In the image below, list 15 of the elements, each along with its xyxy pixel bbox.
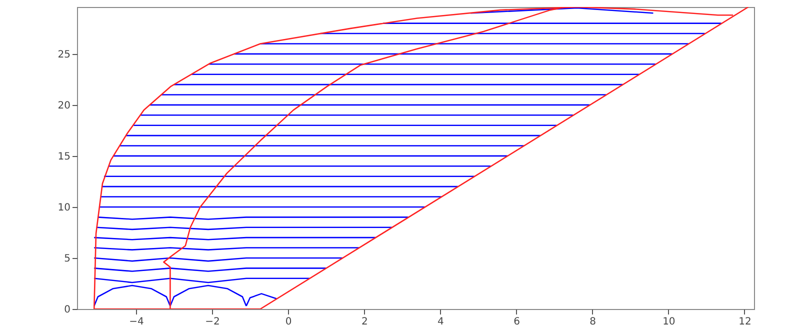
x-tick-label: 6 — [514, 316, 520, 327]
y-tick-label: 15 — [58, 151, 70, 162]
x-tick-label: 10 — [662, 316, 676, 327]
x-tick-label: 2 — [361, 316, 368, 327]
y-tick-label: 0 — [64, 304, 70, 316]
x-tick-label: 4 — [438, 316, 444, 327]
x-tick-label: 8 — [590, 316, 596, 327]
x-tick-label: −2 — [205, 316, 220, 327]
x-tick-label: −4 — [129, 316, 144, 327]
x-tick-label: 0 — [285, 316, 292, 327]
x-tick-label: 12 — [738, 316, 752, 327]
y-tick-label: 25 — [58, 49, 70, 60]
y-tick-label: 5 — [64, 253, 70, 264]
y-tick-label: 10 — [58, 202, 70, 214]
y-tick-label: 20 — [58, 100, 70, 112]
